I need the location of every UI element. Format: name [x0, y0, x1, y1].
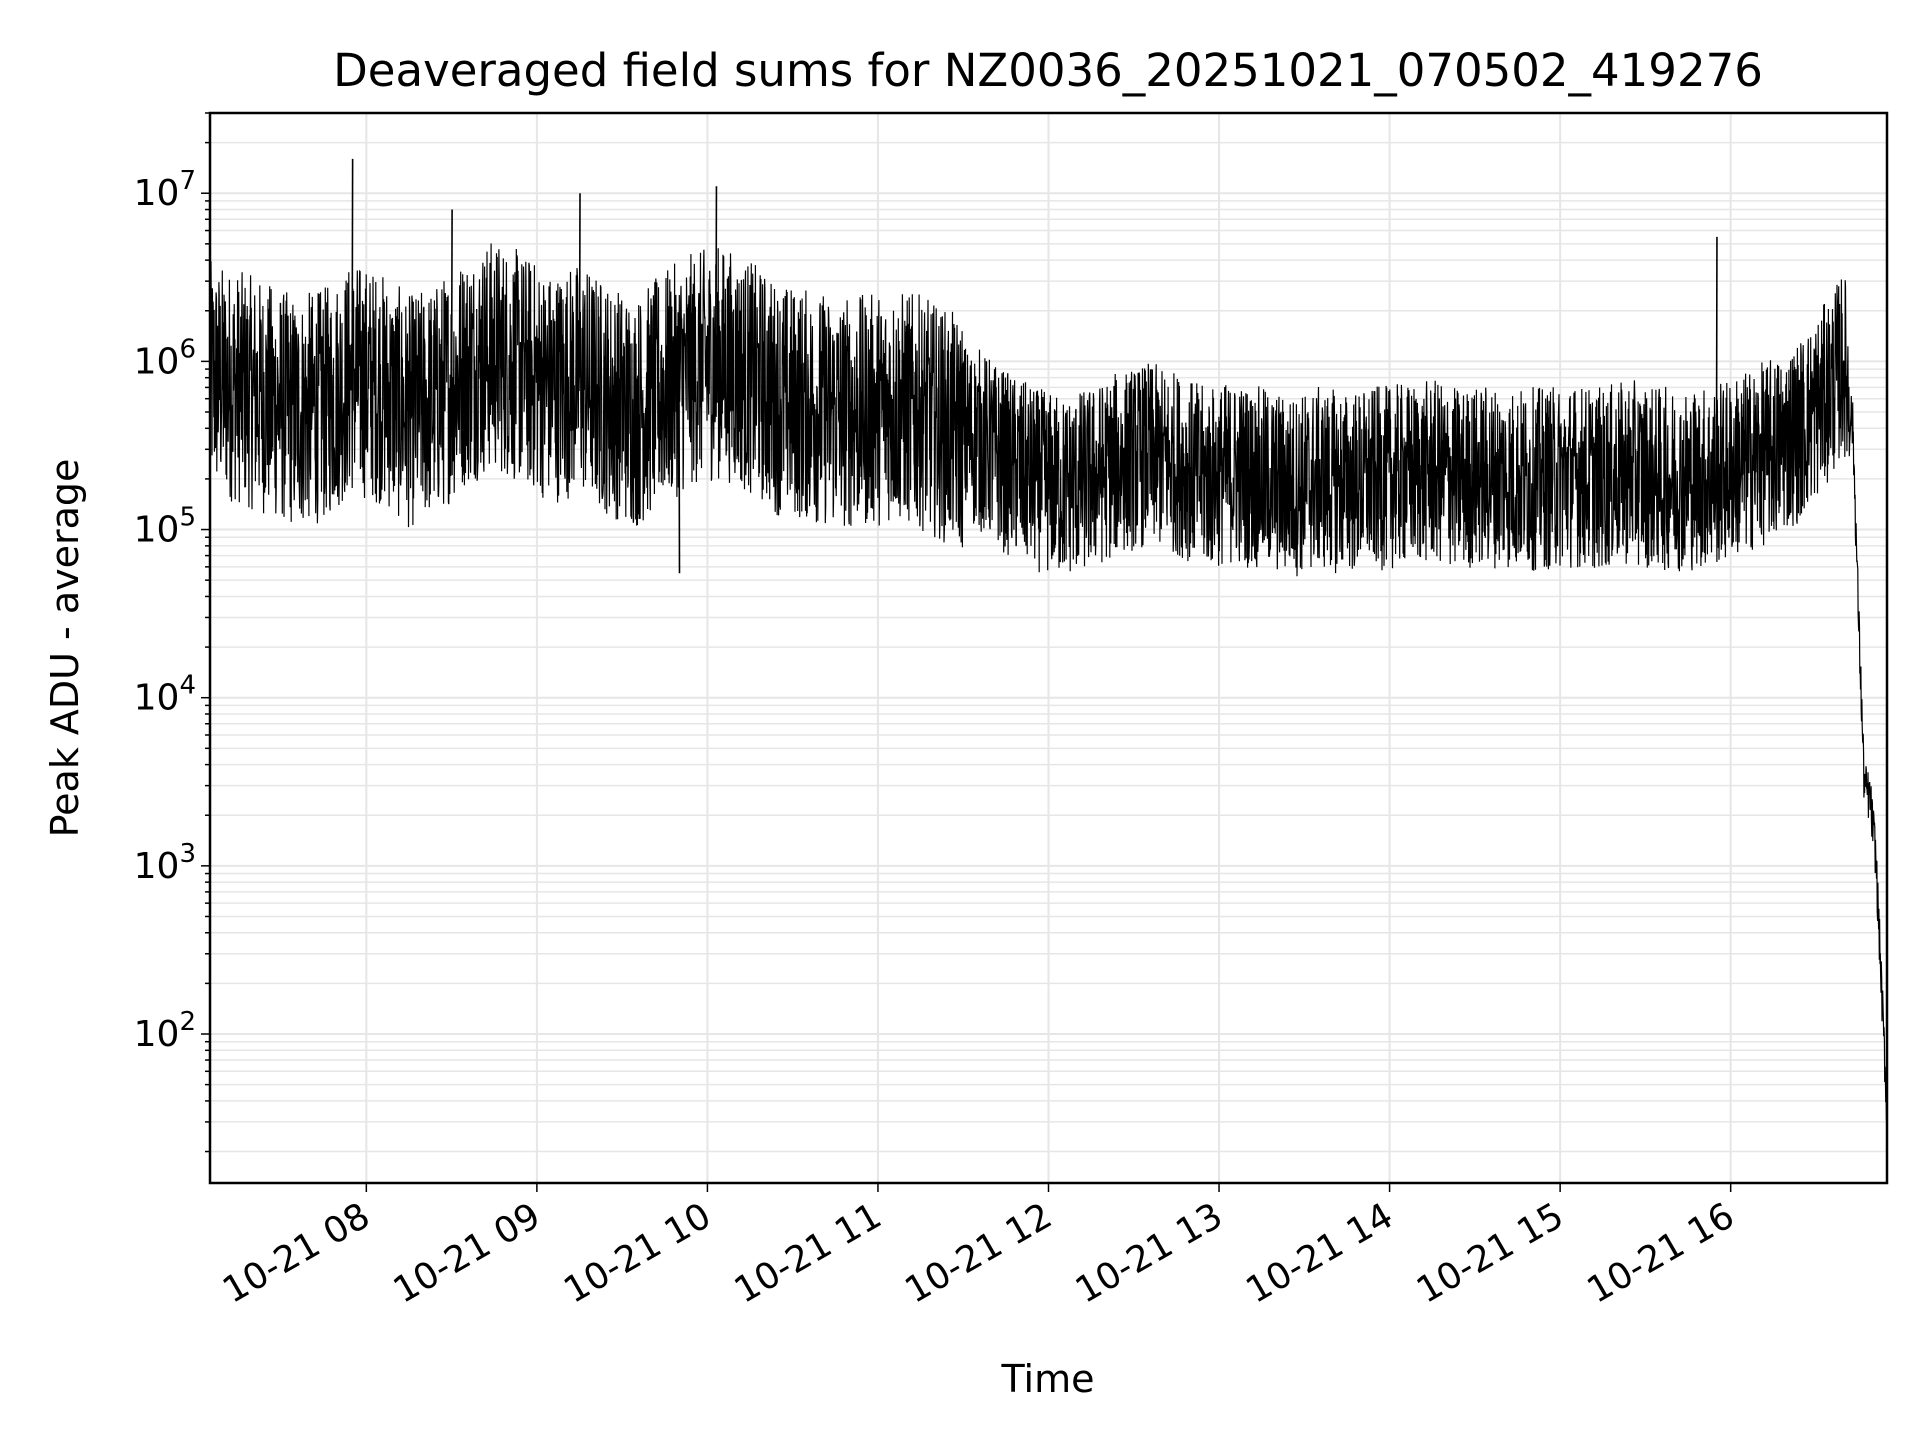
x-tick-label: 10-21 12 — [898, 1195, 1059, 1311]
x-tick-label: 10-21 08 — [216, 1195, 377, 1311]
grid-lines — [210, 112, 1887, 1183]
y-tick-exponent: 4 — [179, 671, 196, 701]
x-tick-label: 10-21 16 — [1580, 1195, 1741, 1311]
y-tick-label: 102 — [134, 1007, 196, 1055]
x-tick-label: 10-21 15 — [1410, 1195, 1571, 1311]
series-spike — [450, 209, 453, 384]
y-tick-base: 10 — [134, 1014, 180, 1055]
y-tick-label: 103 — [134, 839, 196, 887]
y-tick-exponent: 3 — [179, 839, 196, 869]
y-tick-label: 106 — [134, 334, 196, 382]
chart-title: Deaveraged field sums for NZ0036_2025102… — [333, 44, 1763, 97]
series-spike — [351, 158, 354, 378]
x-tick-label: 10-21 10 — [557, 1195, 718, 1311]
y-tick-label: 104 — [134, 671, 196, 719]
y-tick-exponent: 2 — [179, 1007, 196, 1037]
series-spike — [678, 378, 681, 574]
y-axis-label: Peak ADU - average — [43, 459, 87, 838]
x-tick-label: 10-21 13 — [1069, 1195, 1230, 1311]
y-tick-base: 10 — [134, 173, 180, 214]
y-tick-label: 107 — [134, 166, 196, 214]
x-tick-label: 10-21 11 — [728, 1195, 889, 1311]
series-spike — [578, 193, 581, 378]
series-spike — [715, 186, 718, 363]
y-tick-exponent: 5 — [179, 503, 196, 533]
y-tick-base: 10 — [134, 510, 180, 551]
y-tick-exponent: 7 — [179, 166, 196, 196]
series-layer — [209, 158, 1888, 1121]
series-line — [209, 243, 1888, 1121]
y-tick-base: 10 — [134, 846, 180, 887]
series-spike — [1715, 236, 1718, 476]
y-tick-base: 10 — [134, 341, 180, 382]
x-axis-label: Time — [1001, 1357, 1095, 1401]
y-tick-base: 10 — [134, 678, 180, 719]
x-tick-label: 10-21 09 — [387, 1195, 548, 1311]
x-tick-label: 10-21 14 — [1239, 1195, 1400, 1311]
y-tick-label: 105 — [134, 503, 196, 551]
y-tick-exponent: 6 — [179, 334, 196, 364]
